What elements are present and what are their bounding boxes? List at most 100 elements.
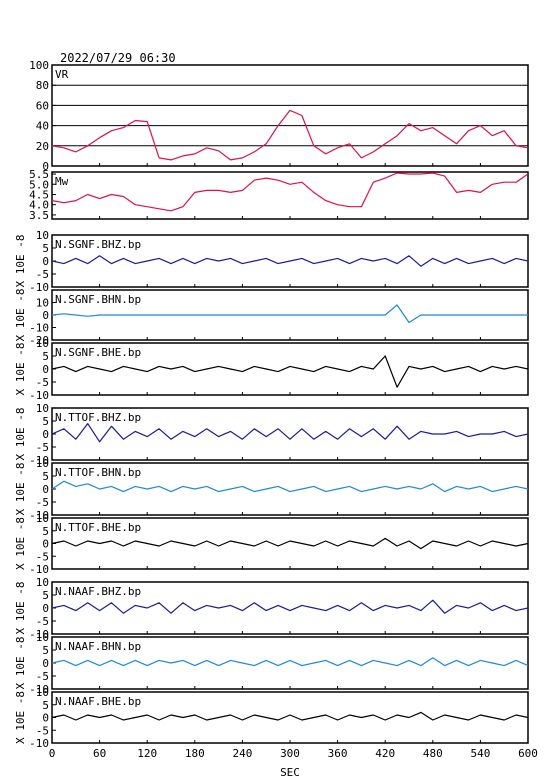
y-tick-label: 100 (29, 59, 49, 72)
y-tick-label: 0 (42, 538, 49, 551)
y-tick-label: 0 (42, 657, 49, 670)
datetime-title: 2022/07/29 06:30 (60, 51, 176, 65)
y-tick-label: 0 (42, 255, 49, 268)
panel-sgnf-bhn: 100-10-20N.SGNF.BHN.bpX 10E -8 (14, 289, 529, 347)
y-tick-label: -10 (29, 454, 49, 467)
y-tick-label: 0 (42, 483, 49, 496)
y-tick-label: 0 (42, 602, 49, 615)
y-tick-label: 5 (42, 350, 49, 363)
y-axis-unit-label: X 10E -8 (14, 517, 27, 570)
y-tick-label: -10 (29, 389, 49, 402)
y-tick-label: -5 (36, 268, 49, 281)
panel-label: N.SGNF.BHE.bp (55, 346, 141, 359)
panel-frame (51, 171, 529, 220)
x-tick-label: 600 (518, 747, 538, 760)
y-tick-label: 10 (36, 686, 49, 699)
y-tick-label: 10 (36, 631, 49, 644)
x-axis: 0 60 120 180 240 300 360 420 480 540 600 (49, 747, 538, 760)
panel-label: Mw (55, 175, 69, 188)
panel-label: N.TTOF.BHZ.bp (55, 411, 141, 424)
y-axis-unit-label: X 10E -8 (14, 289, 27, 342)
y-tick-label: -10 (29, 322, 49, 335)
y-tick-label: -10 (29, 509, 49, 522)
y-axis-unit-label: X 10E -8 (14, 408, 27, 461)
y-tick-label: -10 (29, 281, 49, 294)
y-tick-label: 4.5 (29, 188, 49, 201)
y-tick-label: 0 (42, 309, 49, 322)
y-tick-label: 5 (42, 699, 49, 712)
y-axis-unit-label: X 10E -8 (14, 235, 27, 288)
x-tick-label: 420 (375, 747, 395, 760)
y-tick-label: -10 (29, 563, 49, 576)
series-line-sgnf-bhz (51, 255, 529, 267)
panel-label: N.NAAF.BHE.bp (55, 695, 141, 708)
panel-frame (51, 64, 529, 167)
y-axis-unit-label: X 10E -8 (14, 691, 27, 744)
x-tick-label: 60 (93, 747, 106, 760)
x-tick-label: 540 (470, 747, 490, 760)
y-tick-label: 0 (42, 160, 49, 173)
y-tick-label: -5 (36, 496, 49, 509)
panel-label: VR (55, 68, 69, 81)
y-tick-label: 10 (36, 297, 49, 310)
y-tick-label: -5 (36, 670, 49, 683)
panel-label: N.SGNF.BHZ.bp (55, 238, 141, 251)
y-tick-label: 5 (42, 525, 49, 538)
y-tick-label: -10 (29, 628, 49, 641)
y-tick-label: 10 (36, 229, 49, 242)
series-line-sgnf-bhn (51, 304, 528, 324)
y-tick-label: 5.5 (29, 168, 49, 181)
series-line-sgnf-bhe (51, 355, 529, 388)
panel-mw: 3.54.04.55.05.5 Mw (29, 168, 529, 222)
y-tick-label: -5 (36, 550, 49, 563)
y-tick-label: 5 (42, 644, 49, 657)
y-tick-label: 5 (42, 589, 49, 602)
y-axis-unit-label: X 10E -8 (14, 463, 27, 516)
x-tick-label: 0 (49, 747, 56, 760)
y-axis-unit-label: X 10E -8 (14, 637, 27, 690)
y-tick-label: 5.0 (29, 178, 49, 191)
series-line-naaf-bhn (51, 657, 529, 667)
panel-label: N.TTOF.BHE.bp (55, 521, 141, 534)
panel-label: N.SGNF.BHN.bp (55, 293, 141, 306)
y-tick-label: -10 (29, 683, 49, 696)
y-tick-label: -5 (36, 441, 49, 454)
series-line-ttof-bhn (51, 480, 529, 493)
y-tick-label: 10 (36, 337, 49, 350)
series-line-ttof-bhe (51, 537, 529, 550)
x-tick-label: 240 (232, 747, 252, 760)
panel-label: N.NAAF.BHN.bp (55, 640, 141, 653)
y-tick-label: -5 (36, 376, 49, 389)
y-tick-label: 10 (36, 457, 49, 470)
series-line-naaf-bhe (51, 711, 529, 721)
y-tick-label: 5 (42, 415, 49, 428)
panel-group: 020406080100VR3.54.04.55.05.5Mw1050-5-10… (14, 59, 529, 750)
y-tick-label: 3.5 (29, 209, 49, 222)
x-tick-label: 300 (280, 747, 300, 760)
y-tick-label: -10 (29, 737, 49, 750)
series-line-naaf-bhz (51, 599, 529, 614)
panel-vr: 0 20 40 60 80 100 VR (29, 59, 529, 173)
y-tick-label: 10 (36, 512, 49, 525)
y-tick-label: 10 (36, 402, 49, 415)
y-tick-label: -5 (36, 724, 49, 737)
y-tick-label: 4.0 (29, 199, 49, 212)
y-tick-label: -20 (29, 334, 49, 347)
series-line-ttof-bhz (51, 423, 529, 443)
x-axis-label: SEC (280, 766, 300, 779)
y-tick-label: 60 (36, 99, 49, 112)
y-tick-label: 5 (42, 242, 49, 255)
y-tick-label: -5 (36, 615, 49, 628)
panel-label: N.NAAF.BHZ.bp (55, 585, 141, 598)
y-tick-label: 0 (42, 428, 49, 441)
y-axis-unit-label: X 10E -8 (14, 343, 27, 396)
x-tick-label: 480 (423, 747, 443, 760)
